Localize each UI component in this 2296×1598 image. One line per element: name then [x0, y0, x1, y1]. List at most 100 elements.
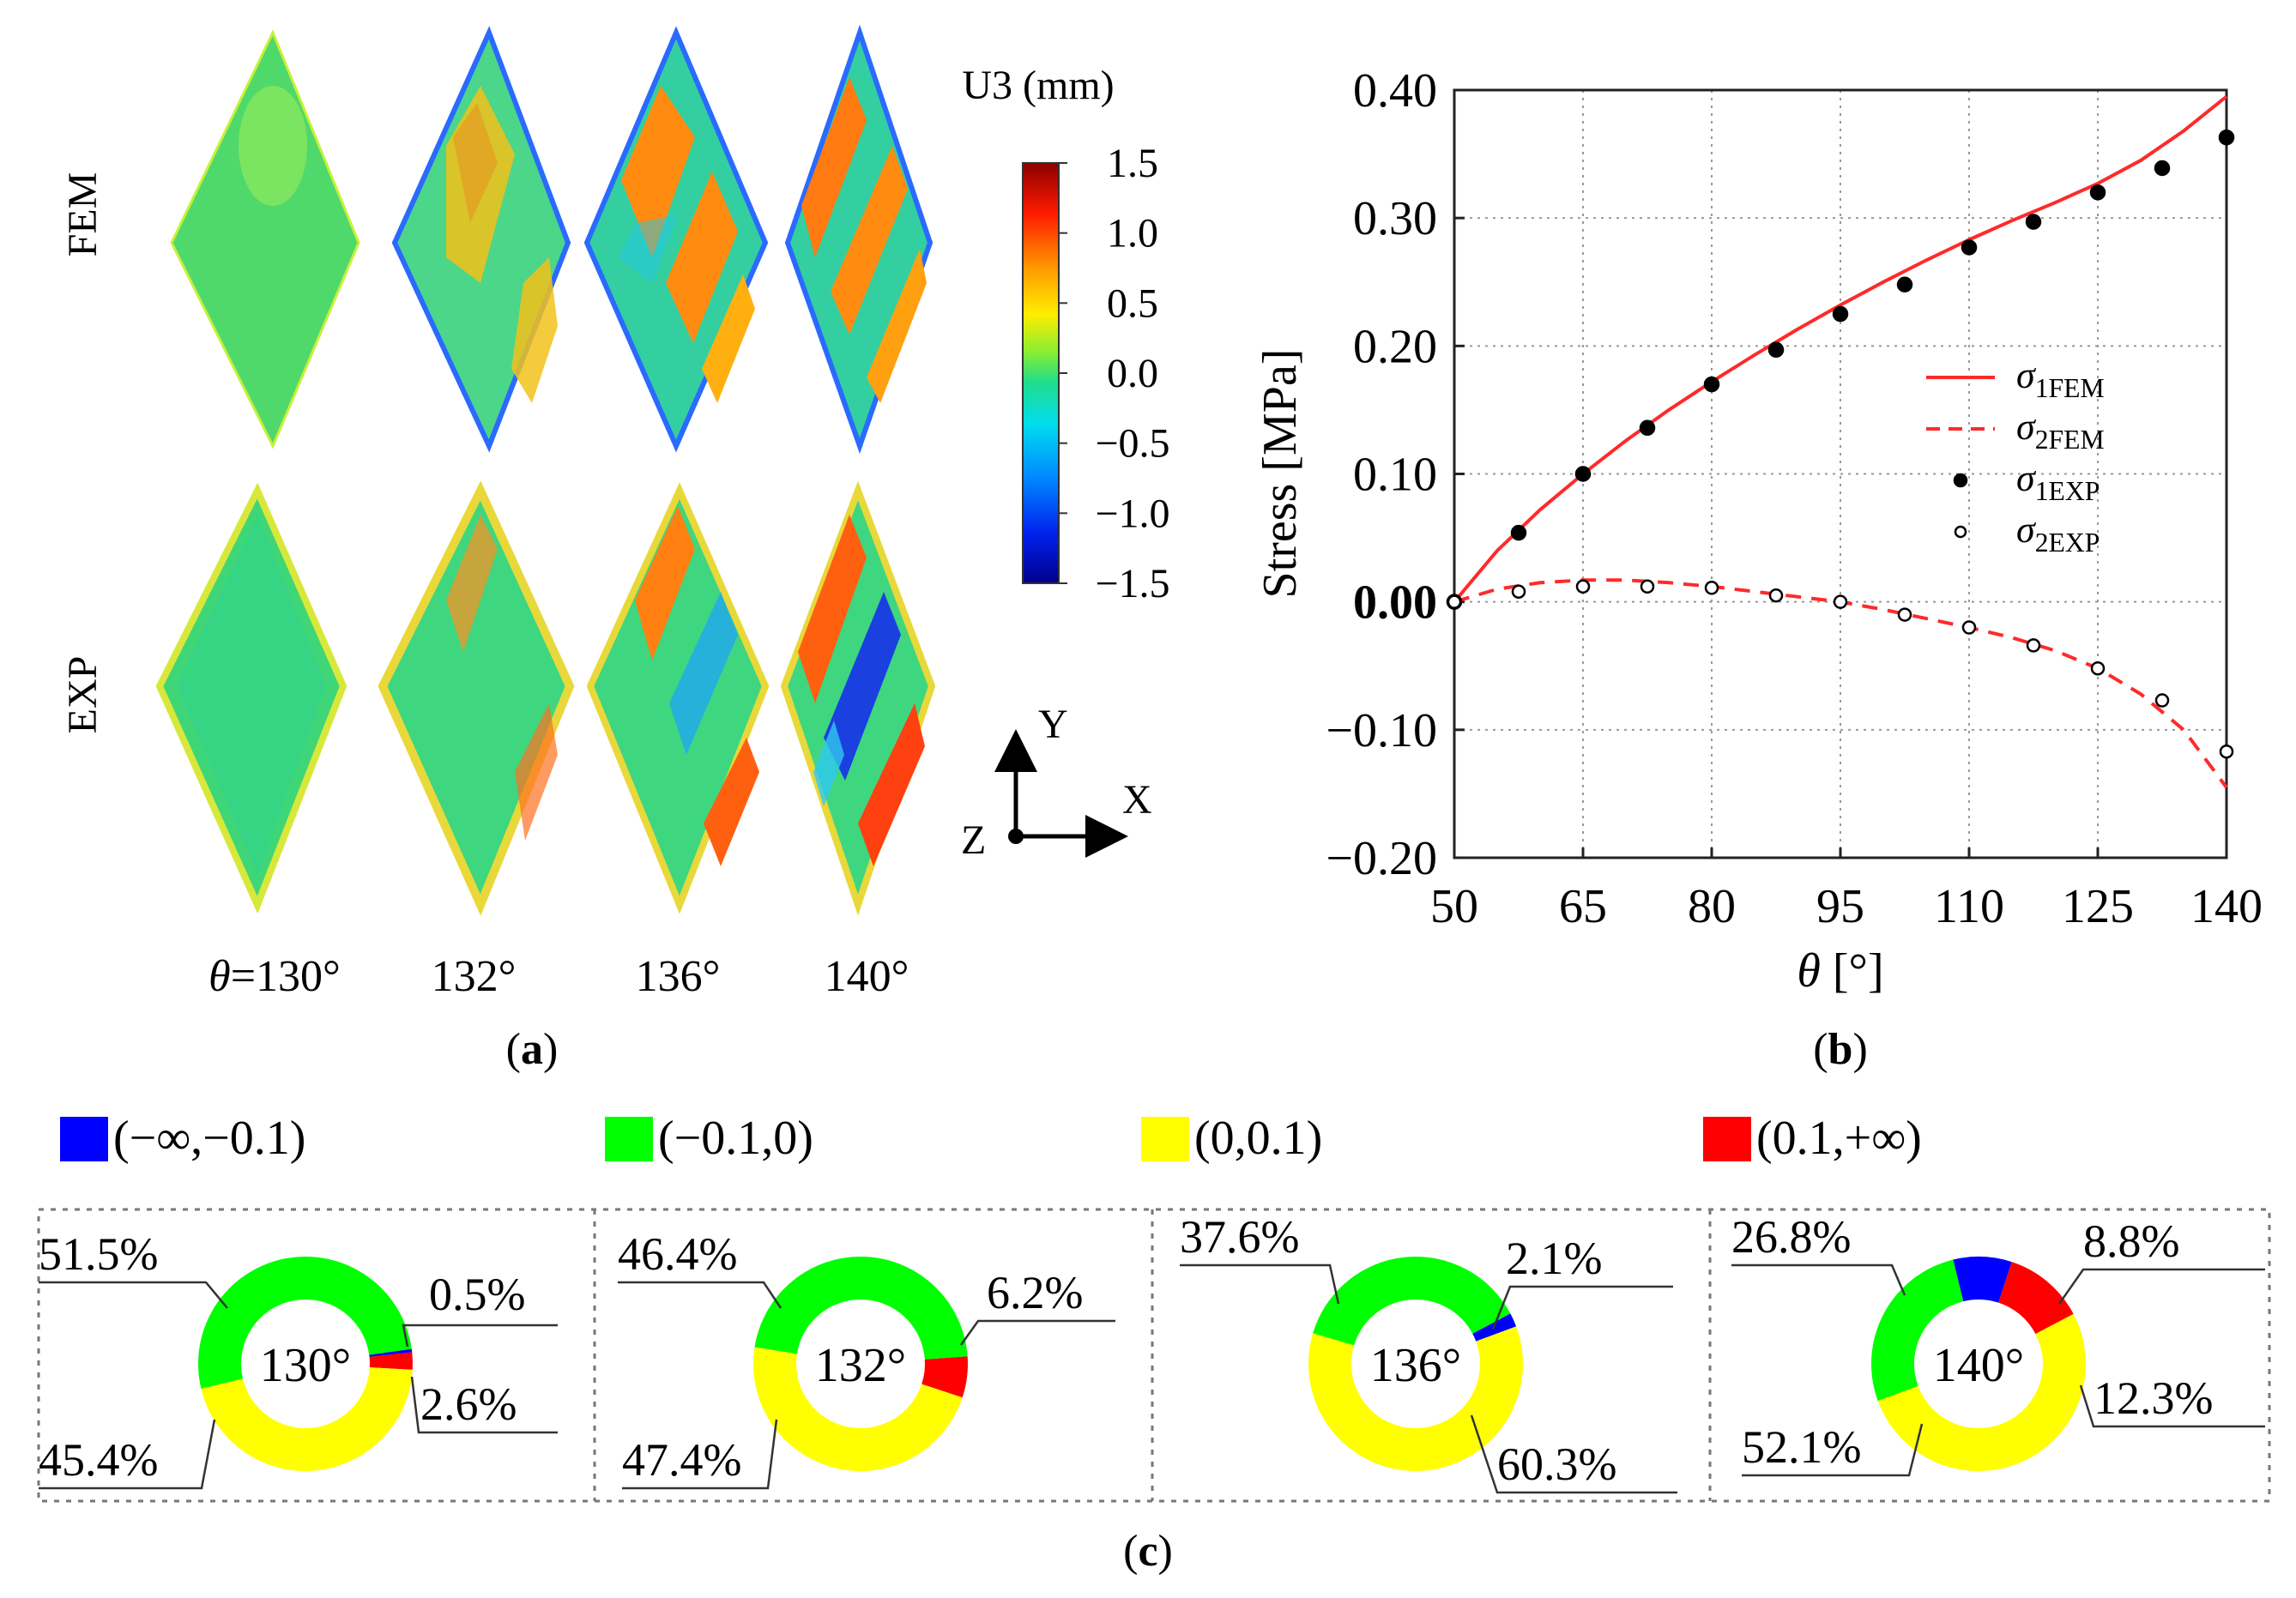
callout-line — [622, 1419, 778, 1490]
donut-percent-label: 0.5% — [429, 1269, 525, 1320]
axes-triad: Y X Z — [961, 702, 1152, 863]
x-tick-label: 140 — [2190, 880, 2263, 933]
callout-line — [402, 1324, 558, 1348]
bin-legend-swatch — [605, 1117, 653, 1161]
donut-slice — [754, 1257, 968, 1360]
angle-value-130: 130° — [256, 952, 341, 1001]
donut-slice — [369, 1352, 414, 1370]
panel-a-caption: (a) — [506, 1025, 559, 1074]
y-tick-label: 0.00 — [1353, 576, 1437, 630]
bin-legend-item: (−0.1,0) — [605, 1112, 813, 1165]
series-σ2EXP — [1447, 579, 2234, 759]
colorbar-ticks: 1.5 1.0 0.5 0.0 −0.5 −1.0 −1.5 — [1059, 141, 1170, 606]
callout-line — [1470, 1414, 1677, 1494]
data-point — [1961, 239, 1978, 256]
donut-slice — [369, 1348, 413, 1357]
bin-legend-label: (−∞,−0.1) — [113, 1112, 305, 1165]
data-point — [2090, 660, 2106, 676]
legend-item-σ1EXP: σ1EXP — [1953, 457, 2100, 506]
data-point — [2026, 638, 2041, 653]
donut-percent-label: 45.4% — [39, 1434, 158, 1486]
donut-center-label: 132° — [815, 1339, 906, 1392]
theta-symbol: θ — [208, 952, 231, 1001]
panel-a-letter: a — [521, 1025, 543, 1074]
data-point — [1833, 594, 1848, 609]
callout-line — [2079, 1384, 2265, 1428]
panel-b: 50 65 80 95 110 125 140 0.40 0.30 0.20 0.10 0.00 −0… — [1254, 64, 2263, 1074]
series-layer — [1446, 94, 2235, 789]
chart-grid — [1453, 88, 2228, 859]
donut-136: 136° 2.1% 37.6% 60.3% — [1180, 1211, 1677, 1494]
donut-slice — [201, 1367, 413, 1472]
panel-b-letter: b — [1828, 1025, 1853, 1074]
series-line — [1453, 94, 2228, 603]
legend-item-σ1FEM: σ1FEM — [1926, 354, 2105, 403]
bin-legend-label: (−0.1,0) — [658, 1112, 813, 1165]
donut-slice — [753, 1347, 963, 1472]
donut-slice — [921, 1356, 968, 1398]
fem-contour-140 — [784, 24, 934, 455]
bin-legend-swatch — [1703, 1117, 1751, 1161]
series-σ1FEM — [1453, 94, 2228, 603]
callout-line — [1180, 1263, 1340, 1305]
callout-line — [1731, 1263, 1906, 1296]
y-tick-label: 0.20 — [1353, 320, 1437, 373]
data-point — [1832, 305, 1849, 323]
angle-label-132: 132° — [432, 952, 517, 1001]
angle-equals: = — [231, 952, 256, 1001]
row-label-fem: FEM — [60, 172, 106, 257]
colorbar-tick-label: −0.5 — [1095, 421, 1169, 467]
callout-line — [1742, 1423, 1924, 1477]
data-point — [2025, 214, 2042, 230]
legend-item-σ2EXP: σ2EXP — [1954, 509, 2100, 558]
colorbar-title: U3 (mm) — [962, 63, 1114, 108]
colorbar-tick-label: −1.5 — [1095, 561, 1169, 606]
data-point — [1961, 620, 1977, 635]
data-point — [1640, 579, 1655, 594]
data-point — [2089, 184, 2106, 201]
donut-percent-label: 51.5% — [39, 1228, 158, 1280]
exp-contour-136 — [586, 482, 770, 914]
donut-percent-label: 46.4% — [618, 1228, 737, 1280]
triad-x-label: X — [1122, 777, 1152, 823]
triad-y-label: Y — [1038, 702, 1068, 747]
data-point — [1574, 466, 1592, 482]
legend-text: σ2FEM — [2016, 406, 2105, 455]
y-tick-label: 0.40 — [1353, 64, 1437, 118]
data-point — [1703, 376, 1720, 393]
data-point — [2219, 744, 2234, 759]
x-tick-label: 80 — [1688, 880, 1736, 933]
callout-line — [39, 1281, 228, 1309]
x-tick-label: 50 — [1430, 880, 1478, 933]
row-label-exp: EXP — [60, 656, 106, 734]
data-point — [1768, 588, 1784, 603]
series-σ1EXP — [1446, 129, 2235, 610]
donut-center-label: 140° — [1933, 1339, 2024, 1392]
donut-percent-label: 26.8% — [1731, 1211, 1851, 1263]
legend-text: σ1FEM — [2016, 354, 2105, 403]
data-point — [1575, 579, 1591, 594]
colorbar-tick-label: 1.5 — [1107, 141, 1158, 186]
triad-z-label: Z — [961, 817, 986, 863]
y-axis-label: Stress [MPa] — [1254, 349, 1307, 599]
colorbar-tick-label: −1.0 — [1095, 491, 1169, 536]
data-point — [1896, 276, 1913, 292]
bin-legend-swatch — [60, 1117, 108, 1161]
panel-a: FEM EXP — [60, 24, 1170, 1074]
bin-legend-item: (0,0.1) — [1141, 1112, 1322, 1165]
callout-line — [618, 1281, 782, 1309]
donut-center-label: 136° — [1370, 1339, 1461, 1392]
panel-c: (−∞,−0.1) (−0.1,0) (0,0.1) (0.1,+∞) 130° 0.5… — [37, 1112, 2271, 1576]
callout-line — [2057, 1268, 2265, 1305]
legend-text: σ1EXP — [2016, 457, 2100, 506]
donut-slice — [1953, 1256, 2012, 1303]
x-axis-label: θ [°] — [1797, 944, 1883, 998]
fem-contour-136 — [583, 26, 769, 453]
bin-legend-label: (0,0.1) — [1194, 1112, 1322, 1165]
angle-label-130: θ=130° — [208, 952, 341, 1001]
y-tick-labels: 0.40 0.30 0.20 0.10 0.00 −0.10 −0.20 — [1326, 64, 1437, 885]
donut-layer: 130° 0.5% 51.5% 45.4% 2.6% 132° 46.4% 47.4% 6.2%… — [39, 1211, 2265, 1494]
donut-130: 130° 0.5% 51.5% 45.4% 2.6% — [39, 1228, 558, 1490]
data-point — [1447, 594, 1462, 609]
donut-percent-label: 2.1% — [1506, 1233, 1602, 1284]
